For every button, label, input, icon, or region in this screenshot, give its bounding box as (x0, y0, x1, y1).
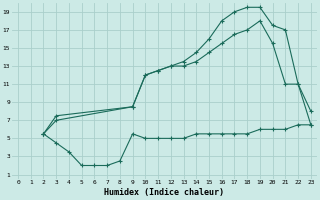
X-axis label: Humidex (Indice chaleur): Humidex (Indice chaleur) (104, 188, 224, 197)
